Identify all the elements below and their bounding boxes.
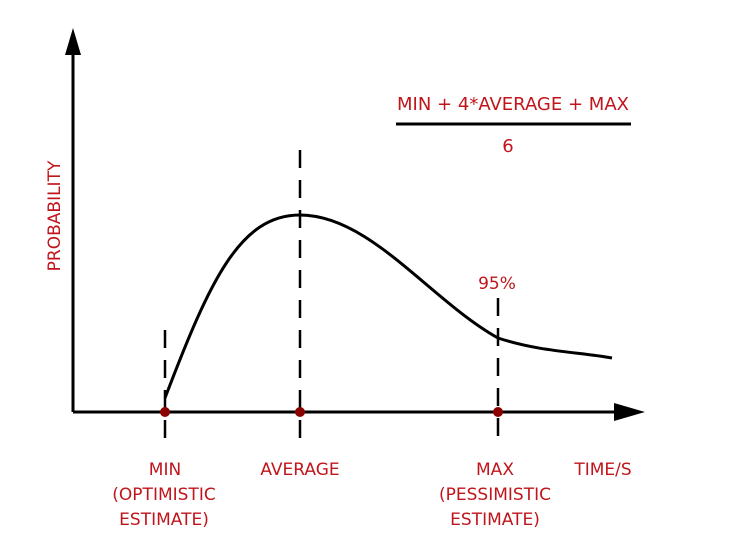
max-point xyxy=(493,407,503,417)
min-point xyxy=(160,407,170,417)
percent-label: 95% xyxy=(478,274,516,294)
y-axis-arrowhead xyxy=(65,28,81,55)
average-point xyxy=(295,407,305,417)
min-label-sub1: (OPTIMISTIC xyxy=(112,485,215,505)
max-label-sub1: (PESSIMISTIC xyxy=(439,485,551,505)
min-label-sub2: ESTIMATE) xyxy=(119,510,209,530)
probability-curve xyxy=(163,213,613,399)
min-label: MIN xyxy=(149,460,181,480)
average-label: AVERAGE xyxy=(260,460,339,480)
y-axis-label: PROBABILITY xyxy=(45,160,65,271)
formula-numerator: MIN + 4*AVERAGE + MAX xyxy=(397,94,629,115)
x-axis-label: TIME/S xyxy=(573,460,631,480)
formula-denominator: 6 xyxy=(502,136,513,157)
max-label: MAX xyxy=(476,460,514,480)
x-axis-arrowhead xyxy=(614,403,645,421)
max-label-sub2: ESTIMATE) xyxy=(450,510,540,530)
